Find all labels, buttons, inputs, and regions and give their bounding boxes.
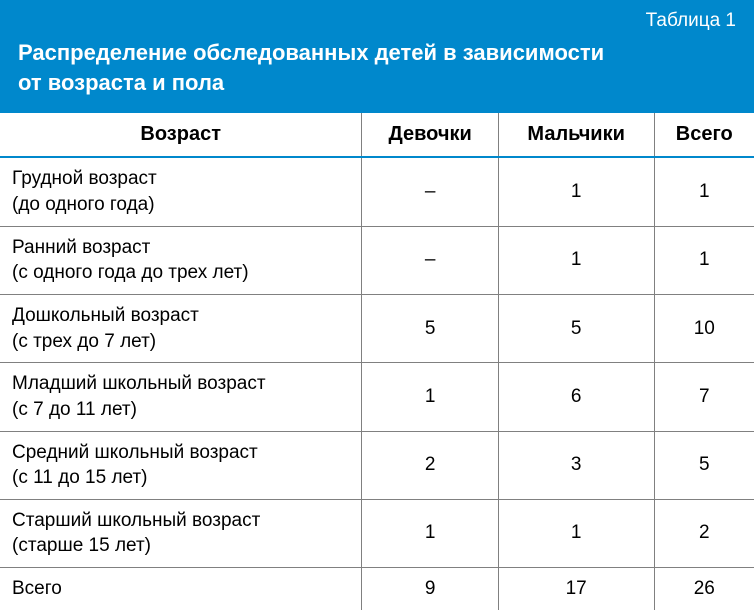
cell-boys: 17 — [498, 568, 654, 610]
age-main: Грудной возраст — [12, 168, 157, 189]
table-row: Старший школьный возраст (старше 15 лет)… — [0, 499, 754, 567]
age-sub: (старше 15 лет) — [12, 533, 349, 559]
table-title: Распределение обследованных детей в зави… — [18, 38, 736, 97]
col-boys: Мальчики — [498, 113, 654, 157]
title-line-2: от возраста и пола — [18, 70, 224, 95]
age-main: Ранний возраст — [12, 237, 150, 258]
cell-girls: – — [362, 157, 498, 226]
cell-total: 7 — [654, 363, 754, 431]
cell-age: Ранний возраст (с одного года до трех ле… — [0, 226, 362, 294]
table-number-label: Таблица 1 — [18, 10, 736, 32]
table-header: Таблица 1 Распределение обследованных де… — [0, 0, 754, 113]
col-girls: Девочки — [362, 113, 498, 157]
col-total: Всего — [654, 113, 754, 157]
cell-total: 10 — [654, 294, 754, 362]
cell-girls: 9 — [362, 568, 498, 610]
age-sub: (с одного года до трех лет) — [12, 260, 349, 286]
age-sub: (с 11 до 15 лет) — [12, 465, 349, 491]
cell-boys: 5 — [498, 294, 654, 362]
age-sub: (с 7 до 11 лет) — [12, 397, 349, 423]
cell-boys: 6 — [498, 363, 654, 431]
col-age: Возраст — [0, 113, 362, 157]
age-main: Средний школьный возраст — [12, 442, 258, 463]
cell-girls: 2 — [362, 431, 498, 499]
cell-age: Старший школьный возраст (старше 15 лет) — [0, 499, 362, 567]
age-sub: (с трех до 7 лет) — [12, 329, 349, 355]
table-row: Младший школьный возраст (с 7 до 11 лет)… — [0, 363, 754, 431]
table-header-row: Возраст Девочки Мальчики Всего — [0, 113, 754, 157]
cell-total: 2 — [654, 499, 754, 567]
age-main: Дошкольный возраст — [12, 305, 199, 326]
cell-boys: 1 — [498, 499, 654, 567]
cell-age: Дошкольный возраст (с трех до 7 лет) — [0, 294, 362, 362]
table-row: Грудной возраст (до одного года) – 1 1 — [0, 157, 754, 226]
table-row: Всего 9 17 26 — [0, 568, 754, 610]
data-table: Возраст Девочки Мальчики Всего Грудной в… — [0, 113, 754, 609]
cell-total: 26 — [654, 568, 754, 610]
cell-boys: 3 — [498, 431, 654, 499]
age-main: Младший школьный возраст — [12, 373, 266, 394]
cell-age: Младший школьный возраст (с 7 до 11 лет) — [0, 363, 362, 431]
age-main: Всего — [12, 578, 62, 599]
table-row: Средний школьный возраст (с 11 до 15 лет… — [0, 431, 754, 499]
cell-age: Грудной возраст (до одного года) — [0, 157, 362, 226]
cell-boys: 1 — [498, 226, 654, 294]
cell-total: 1 — [654, 226, 754, 294]
age-sub: (до одного года) — [12, 192, 349, 218]
title-line-1: Распределение обследованных детей в зави… — [18, 40, 604, 65]
table-row: Ранний возраст (с одного года до трех ле… — [0, 226, 754, 294]
age-main: Старший школьный возраст — [12, 510, 260, 531]
table-row: Дошкольный возраст (с трех до 7 лет) 5 5… — [0, 294, 754, 362]
cell-total: 1 — [654, 157, 754, 226]
cell-boys: 1 — [498, 157, 654, 226]
cell-age: Средний школьный возраст (с 11 до 15 лет… — [0, 431, 362, 499]
cell-girls: – — [362, 226, 498, 294]
cell-girls: 1 — [362, 499, 498, 567]
cell-girls: 1 — [362, 363, 498, 431]
cell-age: Всего — [0, 568, 362, 610]
cell-total: 5 — [654, 431, 754, 499]
cell-girls: 5 — [362, 294, 498, 362]
table-body: Грудной возраст (до одного года) – 1 1 Р… — [0, 157, 754, 609]
